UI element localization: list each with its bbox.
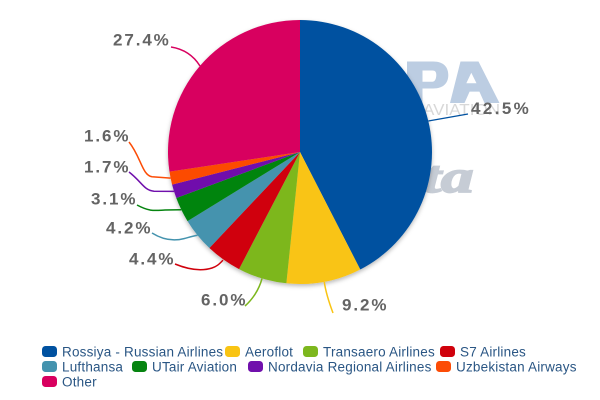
svg-text:Nordavia Regional Airlines: Nordavia Regional Airlines — [268, 360, 432, 375]
svg-text:27.4%: 27.4% — [113, 31, 171, 50]
svg-text:Rossiya - Russian Airlines: Rossiya - Russian Airlines — [62, 345, 223, 360]
svg-text:S7 Airlines: S7 Airlines — [460, 345, 526, 360]
svg-text:1.6%: 1.6% — [84, 127, 130, 146]
svg-text:Lufthansa: Lufthansa — [62, 360, 123, 375]
svg-text:4.2%: 4.2% — [106, 219, 152, 238]
svg-text:42.5%: 42.5% — [471, 99, 531, 118]
svg-text:4.4%: 4.4% — [129, 250, 175, 269]
svg-text:AVIATION: AVIATION — [423, 102, 500, 119]
svg-text:6.0%: 6.0% — [201, 291, 247, 310]
svg-text:Aeroflot: Aeroflot — [245, 345, 293, 360]
svg-text:UTair Aviation: UTair Aviation — [152, 360, 237, 375]
svg-text:1.7%: 1.7% — [84, 158, 130, 177]
svg-text:9.2%: 9.2% — [342, 296, 388, 315]
svg-text:Transaero Airlines: Transaero Airlines — [323, 345, 435, 360]
svg-text:3.1%: 3.1% — [91, 190, 137, 209]
svg-text:Uzbekistan Airways: Uzbekistan Airways — [456, 360, 577, 375]
svg-text:Other: Other — [62, 375, 97, 390]
